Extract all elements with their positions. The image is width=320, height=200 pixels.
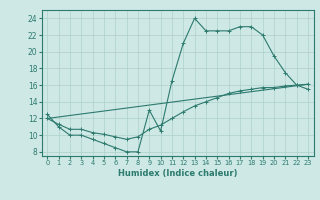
X-axis label: Humidex (Indice chaleur): Humidex (Indice chaleur) [118,169,237,178]
